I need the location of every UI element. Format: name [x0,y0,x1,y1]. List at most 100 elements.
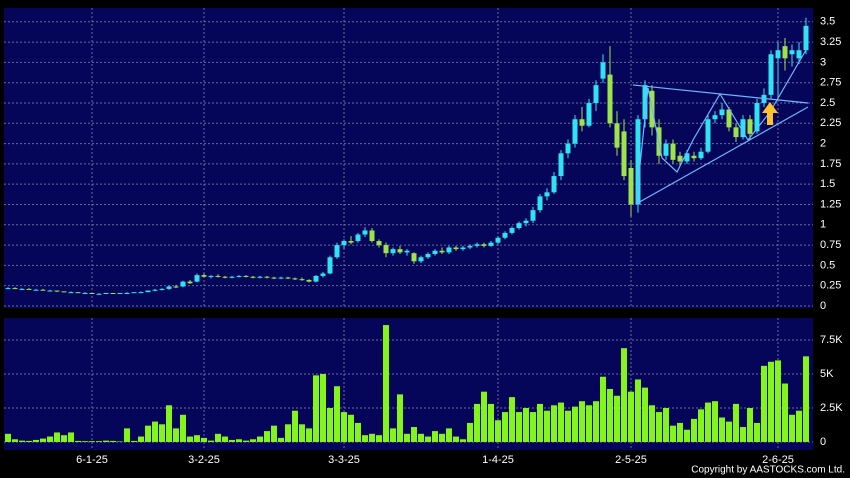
volume-bar [19,440,25,442]
candle-body [796,50,802,59]
volume-bar [761,365,767,442]
volume-bar [677,422,683,442]
candle-body [103,292,109,294]
volume-bar [600,376,606,442]
candle-body [299,279,305,281]
volume-bar [313,375,319,442]
volume-bar [565,410,571,442]
candle-body [740,119,746,138]
candle-body [789,50,795,55]
candle-body [341,241,347,246]
volume-bar [145,425,151,442]
volume-bar [453,436,459,442]
candle-body [68,292,74,294]
volume-bar [166,405,172,442]
volume-bar [481,391,487,442]
candle-body [411,253,417,262]
volume-bar [222,436,228,442]
y-tick-label: 2 [820,137,826,149]
candle-body [677,155,683,162]
y-tick-label: 0 [820,436,826,448]
volume-bar [768,361,774,442]
volume-bar [551,405,557,442]
volume-bar [628,391,634,442]
volume-bar [712,401,718,442]
volume-bar [376,435,382,442]
volume-bar [180,414,186,442]
candle-body [558,153,564,177]
volume-bar [544,410,550,442]
candle-body [320,273,326,276]
volume-bar [404,433,410,442]
arrow [762,102,778,125]
candle-body [621,131,627,177]
volume-bar [285,424,291,442]
volume-bar [663,407,669,442]
volume-bar [89,441,95,442]
candle-body [635,119,641,205]
candle-body [509,228,515,233]
volume-bar [306,428,312,442]
volume-bar [516,412,522,442]
candle-body [467,245,473,248]
candle-body [47,290,53,292]
candle-body [131,292,137,294]
candle-body [404,250,410,253]
candle-body [432,250,438,255]
volume-bar [579,401,585,442]
volume-bar [40,438,46,442]
volume-bar [418,433,424,442]
candle-body [726,109,732,128]
candle-body [110,292,116,294]
candle-body [397,249,403,253]
candle-body [565,143,571,154]
volume-bar [187,436,193,442]
candle-body [495,237,501,243]
volume-bar [747,407,753,442]
volume-bar [446,428,452,442]
y-tick-label: 2.5 [820,97,835,109]
candle-body [628,167,634,205]
volume-bar [614,395,620,442]
candle-body [768,54,774,95]
candle-body [264,276,270,278]
volume-bar [194,435,200,442]
candle-body [292,278,298,280]
copyright: Copyright by AASTOCKS.com Ltd. [691,465,845,476]
volume-bar [215,433,221,442]
volume-bar [264,431,270,442]
volume-bar [299,424,305,442]
volume-bar [803,356,809,442]
candle-body [691,155,697,159]
candle-body [719,109,725,116]
candle-body [418,257,424,262]
volume-bar [355,422,361,442]
candle-body [334,245,340,258]
volume-bar [103,440,109,442]
volume-bar [607,388,613,442]
volume-bar [775,360,781,442]
candle-body [698,151,704,159]
candle-body [5,288,11,290]
volume-bar [474,403,480,442]
volume-bar [509,397,515,442]
volume-bar [754,422,760,442]
volume-bar [796,410,802,442]
candle-body [733,127,739,138]
volume-bar [488,403,494,442]
trend-line [635,106,809,205]
volume-bar [5,433,11,442]
candle-body [278,277,284,279]
volume-bar [425,436,431,442]
candle-body [754,102,760,132]
volume-bar [572,406,578,442]
volume-bar [320,374,326,442]
y-tick-label: 3.5 [820,16,835,28]
volume-bar [110,440,116,442]
candle-body [229,276,235,278]
volume-bar [362,435,368,442]
candle-body [152,289,158,291]
candle-body [551,176,557,193]
candle-body [222,276,228,278]
candle-body [460,247,466,250]
